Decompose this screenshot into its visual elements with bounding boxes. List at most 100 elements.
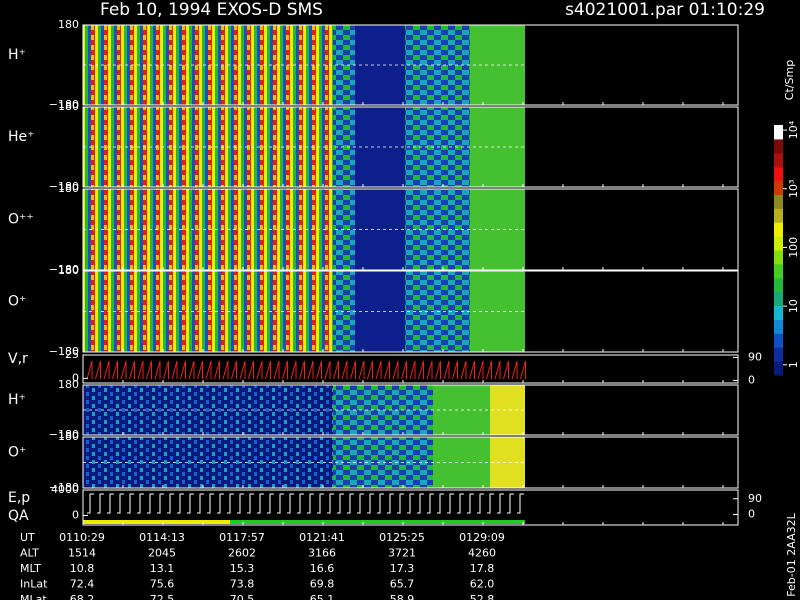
velocity-trace bbox=[443, 360, 450, 380]
table-cell: 52.8 bbox=[470, 593, 495, 600]
energy-trace bbox=[437, 493, 444, 514]
velocity-trace bbox=[214, 360, 220, 380]
title: Feb 10, 1994 EXOS-D SMS bbox=[100, 0, 323, 20]
velocity-trace bbox=[163, 360, 169, 380]
velocity-trace bbox=[392, 360, 399, 380]
panel-label: O⁺⁺ bbox=[8, 212, 34, 228]
velocity-trace bbox=[222, 360, 229, 380]
energy-trace bbox=[407, 493, 414, 514]
panel-label: O⁺ bbox=[8, 445, 26, 461]
spectrogram bbox=[83, 437, 333, 488]
energy-trace bbox=[287, 493, 294, 514]
velocity-trace bbox=[205, 360, 212, 380]
velocity-trace bbox=[282, 360, 288, 380]
velocity-trace bbox=[333, 360, 339, 380]
velocity-trace bbox=[520, 360, 526, 380]
velocity-trace bbox=[350, 360, 356, 380]
panel-frame bbox=[82, 354, 739, 384]
velocity-trace bbox=[307, 360, 314, 380]
y-tick-label: 180 bbox=[58, 430, 79, 443]
colorbar-segment bbox=[774, 305, 783, 320]
energy-trace bbox=[397, 493, 404, 514]
velocity-trace bbox=[426, 360, 433, 380]
colorbar-segment bbox=[774, 277, 783, 293]
panel-label: He⁺ bbox=[8, 129, 35, 145]
energy-trace bbox=[137, 493, 144, 514]
row-label: MLat bbox=[20, 593, 47, 600]
table-cell: 62.0 bbox=[470, 578, 495, 591]
energy-trace bbox=[297, 493, 304, 514]
y-tick-label: −180 bbox=[49, 428, 79, 441]
energy-trace bbox=[97, 493, 104, 514]
energy-trace bbox=[447, 493, 454, 514]
row-label: InLat bbox=[20, 578, 48, 591]
velocity-trace bbox=[409, 360, 416, 380]
energy-trace bbox=[147, 493, 154, 514]
energy-trace bbox=[517, 493, 524, 514]
panel-frame bbox=[82, 24, 739, 106]
energy-trace bbox=[347, 493, 354, 514]
velocity-trace bbox=[273, 360, 280, 380]
velocity-trace bbox=[384, 360, 390, 380]
table-cell: 10.8 bbox=[70, 562, 95, 575]
energy-trace bbox=[467, 493, 474, 514]
y2-tick-label: 90 bbox=[748, 492, 762, 505]
y-tick-label: −180 bbox=[49, 345, 79, 358]
panel-frame bbox=[82, 384, 739, 436]
y-tick-label: 4000 bbox=[51, 483, 79, 496]
colorbar-segment bbox=[774, 152, 783, 168]
colorbar-tick-label: 10 bbox=[787, 299, 800, 313]
energy-trace bbox=[197, 493, 204, 514]
y-tick-label: 0 bbox=[72, 508, 79, 521]
y-tick-label: −180 bbox=[49, 180, 79, 193]
velocity-trace bbox=[503, 360, 509, 380]
velocity-trace bbox=[86, 360, 93, 380]
colorbar-segment bbox=[774, 319, 783, 334]
spectrogram bbox=[83, 25, 333, 105]
velocity-trace bbox=[375, 360, 382, 380]
y2-tick-label: 90 bbox=[748, 351, 762, 364]
velocity-trace bbox=[452, 360, 458, 380]
energy-trace bbox=[367, 493, 374, 514]
colorbar-segment bbox=[774, 125, 783, 140]
colorbar-segment bbox=[774, 347, 783, 362]
colorbar-segment bbox=[774, 250, 783, 265]
energy-trace bbox=[157, 493, 164, 514]
spectrogram bbox=[490, 385, 525, 435]
energy-trace bbox=[417, 493, 424, 514]
y-tick-label: 180 bbox=[58, 264, 79, 277]
table-cell: 16.6 bbox=[310, 562, 335, 575]
energy-trace bbox=[217, 493, 224, 514]
table-cell: 65.7 bbox=[390, 578, 415, 591]
table-cell: 0117:57 bbox=[219, 531, 265, 544]
row-label: MLT bbox=[20, 562, 41, 575]
table-cell: 65.1 bbox=[310, 593, 335, 600]
velocity-trace bbox=[171, 360, 178, 380]
table-cell: 0125:25 bbox=[379, 531, 425, 544]
table-cell: 70.5 bbox=[230, 593, 255, 600]
energy-trace bbox=[177, 493, 184, 514]
energy-trace bbox=[327, 493, 334, 514]
velocity-trace bbox=[146, 360, 152, 380]
velocity-trace bbox=[367, 360, 373, 380]
energy-trace bbox=[307, 493, 314, 514]
colorbar-tick-label: 1 bbox=[787, 361, 800, 368]
velocity-trace bbox=[180, 360, 186, 380]
spectrogram bbox=[83, 385, 333, 435]
energy-trace bbox=[107, 493, 114, 514]
energy-trace bbox=[247, 493, 254, 514]
table-cell: 1514 bbox=[68, 547, 96, 560]
energy-trace bbox=[187, 493, 194, 514]
y-tick-label: 180 bbox=[58, 100, 79, 113]
panel-frame bbox=[82, 436, 739, 489]
energy-trace bbox=[377, 493, 384, 514]
y2-tick-label: 0 bbox=[748, 508, 755, 521]
colorbar-segment bbox=[774, 180, 783, 195]
energy-trace bbox=[427, 493, 434, 514]
y-tick-label: 180 bbox=[58, 182, 79, 195]
table-cell: 72.4 bbox=[70, 578, 95, 591]
velocity-trace bbox=[358, 360, 365, 380]
velocity-trace bbox=[290, 360, 297, 380]
panel-label: O⁺ bbox=[8, 294, 26, 310]
